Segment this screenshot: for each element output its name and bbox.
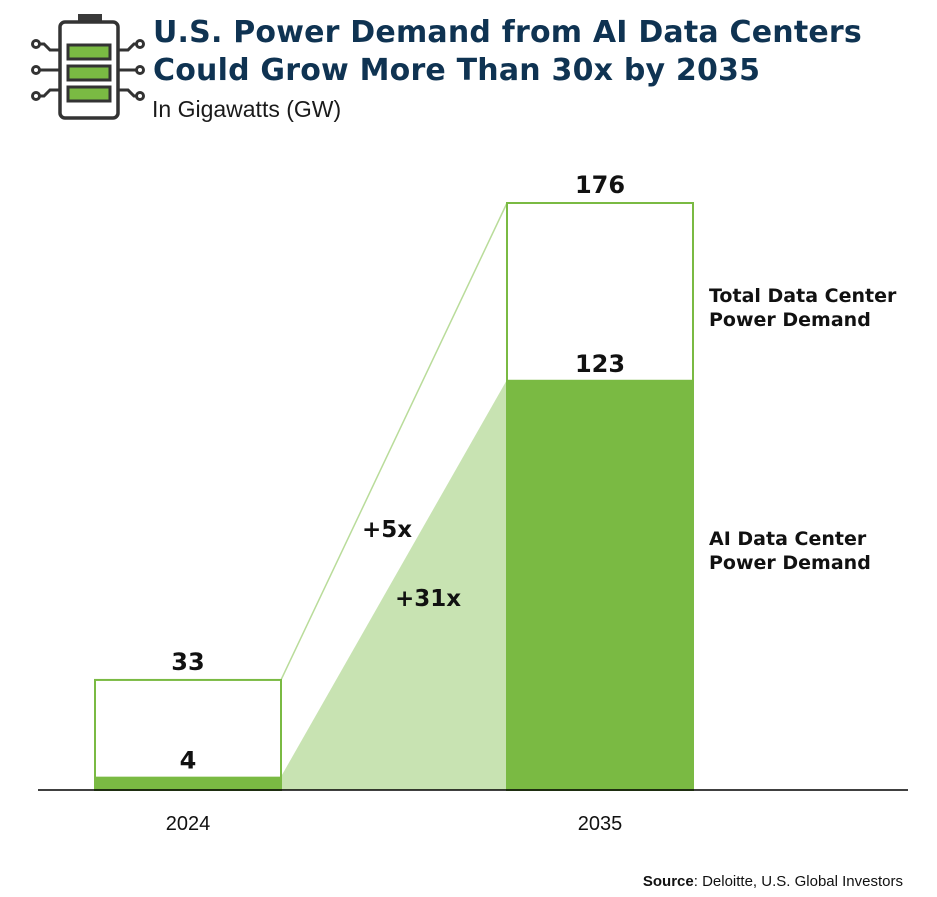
ai-value-label-2035: 123 xyxy=(575,350,625,378)
ai-growth-area xyxy=(281,379,507,790)
legend-label-total-line-2: Power Demand xyxy=(709,309,871,331)
chart-title: U.S. Power Demand from AI Data Centers C… xyxy=(153,15,862,88)
source-label: Source xyxy=(642,873,694,890)
x-tick-label-2035: 2035 xyxy=(578,813,623,835)
source-note: Source: Deloitte, U.S. Global Investors xyxy=(643,873,903,890)
annotation-ai-growth: +31x xyxy=(395,586,461,612)
total-growth-line xyxy=(280,202,508,681)
ai-value-label-2024: 4 xyxy=(180,747,197,775)
source-text: : Deloitte, U.S. Global Investors xyxy=(693,873,903,890)
annotation-total-growth: +5x xyxy=(362,517,412,543)
total-value-label-2024: 33 xyxy=(171,648,204,676)
total-bar-2024 xyxy=(94,678,282,791)
legend-label-ai-line-2: Power Demand xyxy=(709,552,871,574)
battery-circuit-icon xyxy=(31,14,145,120)
x-tick-label-2024: 2024 xyxy=(166,813,211,835)
ai-bar-2024 xyxy=(95,776,281,790)
legend-label-ai-line-1: AI Data Center xyxy=(709,528,867,550)
ai-bar-2035 xyxy=(507,379,693,790)
legend-label-total-line-1: Total Data Center xyxy=(709,285,897,307)
chart-subtitle: In Gigawatts (GW) xyxy=(152,96,342,122)
total-value-label-2035: 176 xyxy=(575,171,625,199)
